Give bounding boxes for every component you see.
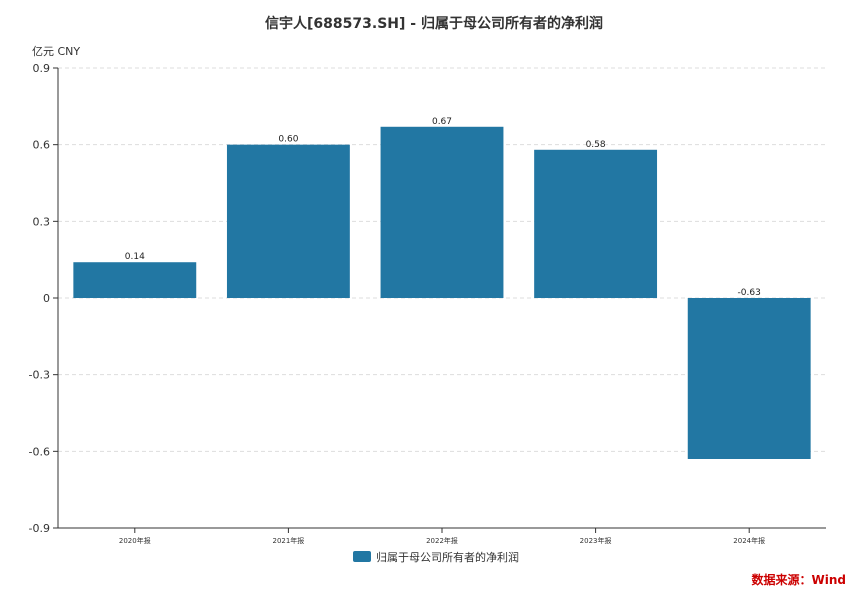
legend-swatch [353, 551, 371, 562]
bar-2024年报[interactable] [687, 298, 811, 459]
x-tick-label: 2024年报 [733, 536, 765, 545]
data-label: 0.67 [432, 117, 452, 127]
data-label: -0.63 [738, 288, 761, 298]
chart-title: 信宇人[688573.SH] - 归属于母公司所有者的净利润 [265, 15, 603, 32]
y-tick-label: 0 [43, 292, 50, 305]
source-note: 数据来源：Wind [752, 572, 846, 587]
legend-label: 归属于母公司所有者的净利润 [376, 550, 519, 564]
bars [73, 126, 811, 459]
legend[interactable]: 归属于母公司所有者的净利润 [353, 550, 519, 564]
y-tick-label: 0.3 [33, 215, 51, 228]
data-label: 0.58 [586, 140, 606, 150]
data-label: 0.14 [125, 252, 145, 262]
y-axis-ticks: -0.9 -0.6 -0.3 0 0.3 0.6 0.9 [29, 62, 58, 535]
bar-2022年报[interactable] [380, 126, 504, 299]
bar-2020年报[interactable] [73, 262, 197, 298]
y-tick-label: -0.3 [29, 369, 50, 382]
x-axis-ticks: 2020年报 2021年报 2022年报 2023年报 2024年报 [119, 528, 765, 545]
y-tick-label: -0.9 [29, 522, 50, 535]
y-tick-label: -0.6 [29, 445, 50, 458]
bar-2021年报[interactable] [226, 144, 350, 298]
y-tick-label: 0.6 [33, 139, 51, 152]
x-tick-label: 2020年报 [119, 536, 151, 545]
y-tick-label: 0.9 [33, 62, 51, 75]
bar-2023年报[interactable] [534, 149, 658, 298]
data-label: 0.60 [278, 135, 298, 145]
y-unit-label: 亿元 CNY [32, 45, 80, 58]
x-tick-label: 2021年报 [272, 536, 304, 545]
data-labels: 0.14 0.60 0.67 0.58 -0.63 [125, 117, 761, 298]
x-tick-label: 2023年报 [580, 536, 612, 545]
x-tick-label: 2022年报 [426, 536, 458, 545]
